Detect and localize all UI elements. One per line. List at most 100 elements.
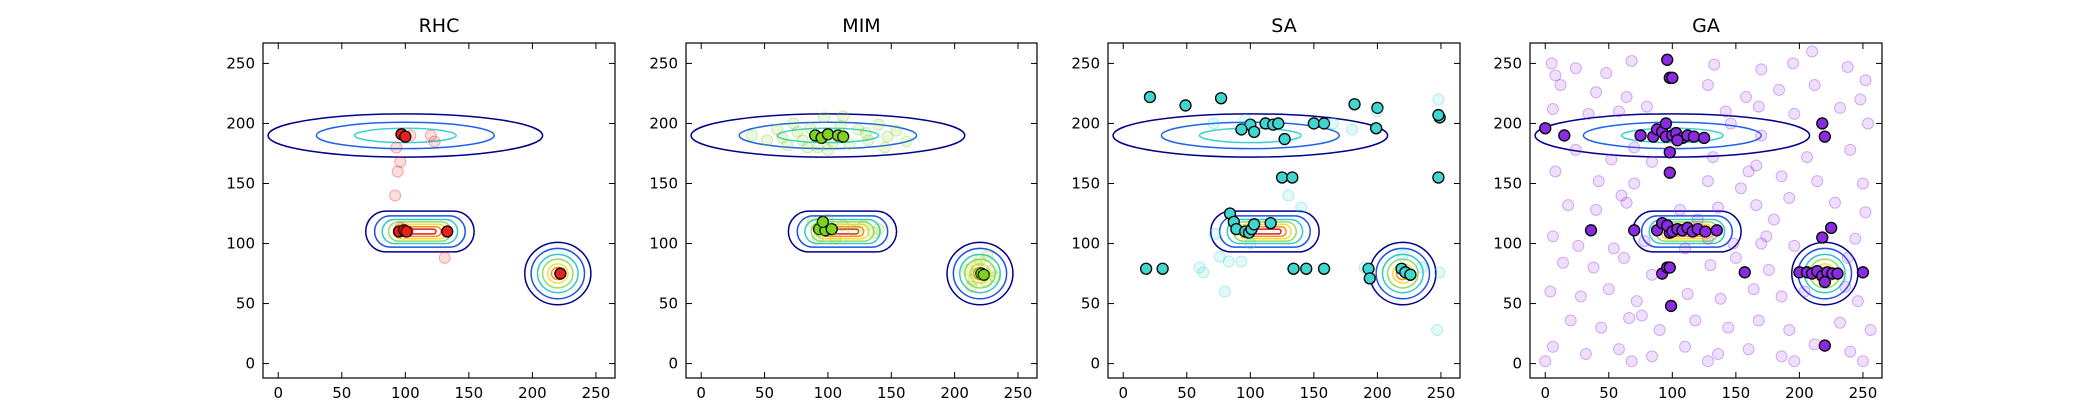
x-tick-label: 150 bbox=[1722, 384, 1751, 402]
data-point bbox=[1710, 224, 1723, 237]
panel-rhc: 0 50 100 150 200 250 0 50 100 150 200 250 RHC bbox=[226, 15, 616, 402]
chart-title: GA bbox=[1692, 15, 1720, 37]
y-tick-label: 100 bbox=[649, 235, 678, 253]
faded-point bbox=[1620, 91, 1633, 104]
contour-line bbox=[1218, 215, 1311, 248]
contour-line bbox=[1209, 210, 1320, 253]
chart-title: MIM bbox=[842, 15, 880, 37]
data-point bbox=[1275, 171, 1289, 184]
x-tick-label: 50 bbox=[1599, 384, 1618, 402]
faded-point bbox=[989, 271, 1002, 284]
y-tick-label: 200 bbox=[226, 114, 255, 132]
faded-point bbox=[965, 280, 978, 293]
faded-point bbox=[878, 141, 891, 154]
data-point bbox=[1432, 171, 1445, 184]
faded-point bbox=[1755, 63, 1768, 76]
data-point bbox=[1818, 339, 1831, 352]
faded-point bbox=[1701, 79, 1714, 92]
data-point bbox=[825, 222, 838, 236]
data-point bbox=[1307, 117, 1321, 130]
faded-point bbox=[1808, 79, 1821, 92]
data-point bbox=[1825, 221, 1838, 235]
faded-point bbox=[1798, 285, 1811, 298]
faded-point bbox=[1625, 55, 1638, 68]
faded-point bbox=[1691, 213, 1704, 226]
faded-point bbox=[1788, 239, 1801, 252]
faded-point bbox=[1569, 62, 1582, 75]
data-point bbox=[1143, 90, 1157, 104]
faded-point bbox=[985, 265, 998, 278]
x-tick-label: 50 bbox=[1177, 384, 1196, 402]
faded-point bbox=[1722, 321, 1735, 334]
data-point bbox=[1272, 117, 1285, 130]
contour-line bbox=[267, 113, 544, 158]
contour-line bbox=[541, 258, 574, 289]
data-point bbox=[1558, 129, 1571, 142]
faded-point bbox=[1569, 143, 1582, 156]
faded-point bbox=[391, 165, 404, 178]
contour-line bbox=[536, 253, 579, 294]
faded-point bbox=[1579, 347, 1592, 360]
faded-point bbox=[1546, 340, 1559, 353]
faded-point bbox=[1851, 295, 1864, 308]
faded-point bbox=[745, 129, 758, 142]
contour-line bbox=[796, 215, 889, 248]
faded-point bbox=[787, 117, 800, 130]
contour-line bbox=[315, 121, 496, 150]
faded-point bbox=[834, 119, 847, 132]
chart-title: RHC bbox=[419, 15, 460, 37]
faded-point bbox=[1773, 83, 1786, 96]
faded-point bbox=[1859, 206, 1872, 219]
contour-line bbox=[804, 218, 881, 245]
faded-point bbox=[1358, 261, 1371, 274]
x-tick-label: 0 bbox=[1118, 384, 1128, 402]
faded-point bbox=[394, 155, 407, 168]
faded-point bbox=[1572, 239, 1585, 252]
faded-point bbox=[1612, 343, 1625, 356]
data-point bbox=[1738, 266, 1751, 279]
faded-point bbox=[1706, 151, 1719, 164]
contour-line bbox=[787, 210, 898, 253]
faded-point bbox=[837, 219, 850, 232]
faded-point bbox=[1635, 309, 1648, 322]
faded-point bbox=[1673, 203, 1686, 216]
faded-point bbox=[961, 263, 974, 276]
faded-point bbox=[859, 127, 872, 140]
data-point bbox=[816, 215, 830, 229]
contour-line bbox=[1640, 215, 1733, 248]
faded-point bbox=[981, 249, 994, 262]
y-tick-label: 200 bbox=[649, 114, 678, 132]
faded-point bbox=[1750, 199, 1763, 212]
x-tick-label: 100 bbox=[1658, 384, 1687, 402]
contour-line bbox=[690, 113, 966, 158]
faded-point bbox=[1775, 290, 1788, 303]
data-point bbox=[1156, 262, 1169, 275]
x-tick-label: 150 bbox=[455, 384, 484, 402]
data-point bbox=[1856, 266, 1870, 279]
faded-point bbox=[1197, 266, 1210, 279]
y-tick-label: 150 bbox=[226, 174, 255, 192]
faded-point bbox=[389, 189, 402, 202]
faded-point bbox=[1783, 191, 1796, 204]
faded-point bbox=[1788, 355, 1801, 368]
data-point bbox=[1264, 216, 1277, 230]
faded-point bbox=[1539, 355, 1552, 368]
faded-point bbox=[1724, 117, 1737, 130]
faded-point bbox=[973, 254, 986, 267]
faded-point bbox=[1679, 242, 1692, 255]
faded-point bbox=[771, 123, 784, 136]
y-tick-label: 0 bbox=[668, 355, 678, 373]
faded-point bbox=[401, 225, 414, 238]
faded-point bbox=[1326, 117, 1339, 130]
faded-point bbox=[438, 251, 451, 264]
faded-point bbox=[390, 141, 403, 154]
faded-point bbox=[1752, 314, 1765, 327]
plot-area bbox=[1112, 90, 1446, 336]
x-tick-label: 100 bbox=[391, 384, 420, 402]
data-point bbox=[1247, 218, 1261, 231]
contour-line bbox=[738, 121, 918, 150]
chart-title: SA bbox=[1271, 15, 1296, 37]
faded-point bbox=[776, 131, 789, 144]
panel-sa: 0 50 100 150 200 250 0 50 100 150 200 250 SA bbox=[1071, 15, 1461, 402]
